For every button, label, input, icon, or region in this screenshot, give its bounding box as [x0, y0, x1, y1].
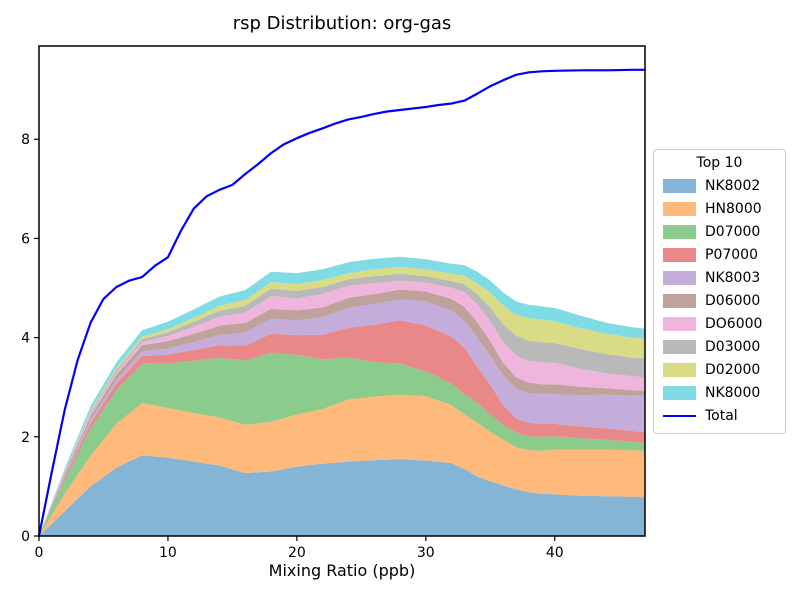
legend-item-DO6000: DO6000: [660, 312, 779, 335]
legend-item-NK8002: NK8002: [660, 174, 779, 197]
legend-item-label: DO6000: [705, 315, 763, 332]
legend-item-label: D02000: [705, 361, 761, 378]
legend-item-NK8003: NK8003: [660, 266, 779, 289]
legend-item-HN8000: HN8000: [660, 197, 779, 220]
legend-item-P07000: P07000: [660, 243, 779, 266]
legend-item-NK8000: NK8000: [660, 381, 779, 404]
legend-item-label: D07000: [705, 223, 761, 240]
legend-swatch-icon: [663, 270, 696, 285]
legend-item-label: HN8000: [705, 200, 762, 217]
area-band-HN8000: [39, 394, 645, 536]
legend-item-label: D03000: [705, 338, 761, 355]
legend-swatch-icon: [663, 247, 696, 262]
legend-item-label: NK8003: [705, 269, 761, 286]
legend-item-D02000: D02000: [660, 358, 779, 381]
area-band-DO6000: [39, 280, 645, 536]
legend-item-label: P07000: [705, 246, 758, 263]
area-band-NK8003: [39, 299, 645, 536]
x-tick-label: 40: [546, 545, 564, 561]
legend-swatch-icon: [663, 339, 696, 354]
legend-swatch-icon: [663, 201, 696, 216]
legend-item-D03000: D03000: [660, 335, 779, 358]
legend: Top 10 NK8002 HN8000 D07000 P07000 NK8003 D06…: [653, 149, 786, 434]
area-band-D06000: [39, 289, 645, 536]
area-band-P07000: [39, 320, 645, 536]
legend-item-label: D06000: [705, 292, 761, 309]
y-tick-label: 0: [21, 529, 30, 545]
legend-items: NK8002 HN8000 D07000 P07000 NK8003 D06000 DO60…: [660, 174, 779, 427]
legend-item-D06000: D06000: [660, 289, 779, 312]
y-tick-label: 8: [21, 132, 30, 148]
y-tick-label: 6: [21, 231, 30, 247]
legend-swatch-icon: [663, 362, 696, 377]
chart-title: rsp Distribution: org-gas: [232, 13, 452, 34]
legend-swatch-icon: [663, 316, 696, 331]
legend-title: Top 10: [696, 155, 743, 171]
x-tick-label: 10: [159, 545, 177, 561]
legend-swatch-icon: [663, 385, 696, 400]
legend-item-label: Total: [705, 407, 738, 424]
axes-frame: [38, 45, 646, 537]
y-tick-label: 4: [21, 331, 30, 347]
legend-item-label: NK8000: [705, 384, 761, 401]
legend-line-icon: [663, 414, 696, 417]
total-line: [37, 68, 647, 538]
legend-item-Total: Total: [660, 404, 779, 427]
legend-swatch-icon: [663, 178, 696, 193]
x-tick-label: 20: [288, 545, 306, 561]
legend-swatch-icon: [663, 224, 696, 239]
area-band-D07000: [39, 352, 645, 536]
x-tick-label: 0: [35, 545, 44, 561]
x-tick-label: 30: [417, 545, 435, 561]
legend-swatch-icon: [663, 293, 696, 308]
legend-item-D07000: D07000: [660, 220, 779, 243]
area-band-NK8002: [39, 455, 645, 536]
x-axis-label: Mixing Ratio (ppb): [268, 561, 416, 580]
legend-item-label: NK8002: [705, 177, 761, 194]
y-tick-label: 2: [21, 430, 30, 446]
